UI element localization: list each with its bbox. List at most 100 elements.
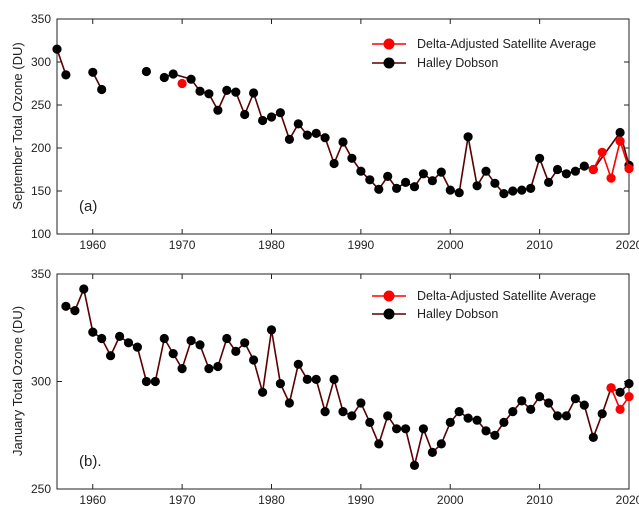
data-point-halley-dobson	[445, 417, 455, 427]
data-point-halley-dobson	[409, 182, 420, 192]
data-point-delta-adjusted-satellite-average	[615, 136, 625, 146]
y-tick-label: 300	[31, 55, 51, 69]
data-point-halley-dobson	[561, 169, 572, 179]
data-point-halley-dobson	[240, 338, 250, 348]
data-point-halley-dobson	[347, 411, 357, 421]
data-point-halley-dobson	[427, 176, 437, 186]
data-point-halley-dobson	[427, 447, 437, 457]
data-point-halley-dobson	[374, 184, 384, 194]
x-tick-label: 1970	[169, 493, 196, 507]
panel-b-series	[61, 284, 634, 470]
data-point-halley-dobson	[552, 164, 563, 175]
data-point-halley-dobson	[79, 284, 89, 294]
data-point-halley-dobson	[186, 336, 196, 346]
data-point-halley-dobson	[499, 189, 509, 199]
data-point-halley-dobson	[311, 374, 321, 384]
data-point-halley-dobson	[177, 364, 187, 374]
x-tick-label: 2020	[616, 238, 639, 252]
data-point-halley-dobson	[552, 411, 563, 421]
data-point-delta-adjusted-satellite-average	[177, 78, 187, 89]
data-point-halley-dobson	[499, 417, 509, 427]
data-point-delta-adjusted-satellite-average	[597, 147, 607, 157]
data-point-halley-dobson	[383, 171, 393, 181]
panel-a-label: (a)	[79, 198, 97, 215]
legend-swatch-marker	[383, 290, 395, 302]
data-point-halley-dobson	[213, 105, 223, 115]
data-point-halley-dobson	[365, 175, 375, 185]
data-point-halley-dobson	[392, 424, 402, 434]
data-point-halley-dobson	[168, 69, 178, 79]
data-point-halley-dobson	[222, 85, 232, 95]
data-point-halley-dobson	[526, 183, 536, 193]
data-point-halley-dobson	[52, 44, 62, 54]
data-point-halley-dobson	[338, 407, 348, 417]
data-point-halley-dobson	[418, 169, 428, 179]
data-point-halley-dobson	[418, 424, 428, 434]
data-point-halley-dobson	[204, 89, 214, 99]
x-tick-label: 1990	[348, 493, 375, 507]
data-point-halley-dobson	[88, 327, 98, 337]
data-point-halley-dobson	[97, 333, 107, 344]
data-point-halley-dobson	[61, 301, 71, 311]
data-point-halley-dobson	[186, 74, 196, 84]
data-point-halley-dobson	[508, 186, 518, 196]
x-tick-label: 1970	[169, 238, 196, 252]
data-point-halley-dobson	[195, 340, 205, 350]
y-tick-label: 200	[31, 141, 51, 155]
data-point-halley-dobson	[141, 66, 151, 77]
data-point-halley-dobson	[115, 331, 125, 341]
data-point-halley-dobson	[329, 374, 339, 384]
x-tick-label: 1960	[79, 493, 106, 507]
data-point-halley-dobson	[526, 404, 536, 414]
legend-swatch-marker	[383, 38, 395, 50]
panel-b-y-axis-label: January Total Ozone (DU)	[10, 306, 25, 456]
data-point-halley-dobson	[374, 439, 384, 449]
data-point-halley-dobson	[106, 351, 116, 361]
y-tick-label: 100	[31, 227, 51, 241]
data-point-halley-dobson	[392, 183, 402, 193]
y-tick-label: 350	[31, 267, 51, 281]
data-point-halley-dobson	[320, 133, 330, 143]
x-tick-label: 1990	[348, 238, 375, 252]
data-point-halley-dobson	[401, 424, 411, 434]
panel-a-series	[52, 44, 634, 199]
data-point-halley-dobson	[490, 430, 500, 440]
x-tick-label: 1980	[258, 238, 285, 252]
panel-a: 1960 1970 1980 1990 2000 2010 2020 100 150 200 250…	[10, 12, 639, 252]
data-point-delta-adjusted-satellite-average	[624, 392, 634, 402]
x-tick-label: 2010	[526, 238, 553, 252]
data-point-halley-dobson	[168, 349, 178, 359]
data-point-halley-dobson	[258, 387, 268, 397]
data-point-halley-dobson	[561, 411, 572, 421]
panel-b: 1960 1970 1980 1990 2000 2010 2020 250 300 350 Ja…	[10, 267, 639, 507]
data-point-halley-dobson	[266, 112, 277, 122]
x-tick-label: 1960	[79, 238, 106, 252]
data-point-halley-dobson	[544, 398, 554, 408]
data-point-halley-dobson	[454, 188, 464, 198]
data-point-halley-dobson	[97, 84, 107, 95]
data-point-halley-dobson	[249, 355, 259, 365]
data-point-halley-dobson	[258, 115, 268, 126]
data-point-halley-dobson	[204, 364, 214, 374]
legend-label-satellite: Delta-Adjusted Satellite Average	[417, 37, 596, 51]
legend-swatch-marker	[383, 57, 395, 69]
data-point-delta-adjusted-satellite-average	[606, 383, 616, 393]
x-tick-label: 1980	[258, 493, 285, 507]
data-point-halley-dobson	[508, 407, 518, 417]
data-point-halley-dobson	[302, 374, 312, 384]
data-point-halley-dobson	[481, 166, 491, 176]
data-point-halley-dobson	[231, 346, 241, 356]
data-point-halley-dobson	[517, 396, 527, 406]
data-point-halley-dobson	[436, 167, 446, 177]
panel-a-y-axis-label: September Total Ozone (DU)	[10, 42, 25, 209]
data-point-halley-dobson	[481, 426, 491, 436]
data-point-halley-dobson	[70, 306, 80, 316]
data-point-halley-dobson	[293, 119, 303, 129]
legend-label-halley: Halley Dobson	[417, 307, 498, 321]
data-point-delta-adjusted-satellite-average	[615, 404, 625, 414]
data-point-halley-dobson	[615, 387, 625, 397]
panel-b-legend: Delta-Adjusted Satellite Average Halley …	[372, 289, 596, 321]
data-point-delta-adjusted-satellite-average	[624, 164, 634, 174]
data-point-halley-dobson	[409, 460, 420, 470]
